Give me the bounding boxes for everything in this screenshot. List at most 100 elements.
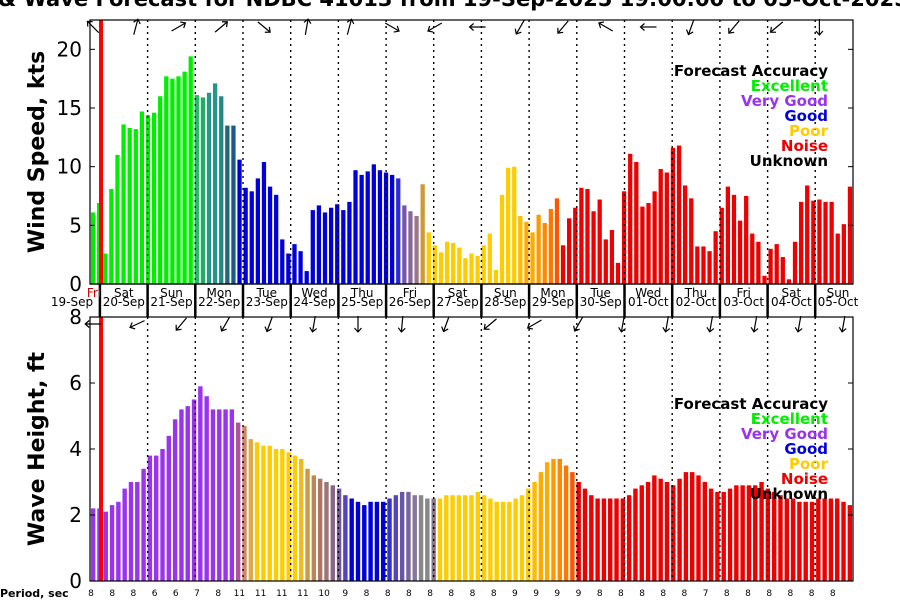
wave-y-axis-label: Wave Height, ft (25, 351, 50, 546)
bar (737, 220, 743, 284)
bar (179, 409, 184, 581)
bar (371, 164, 376, 284)
bar (671, 485, 676, 581)
bar (362, 505, 367, 581)
legend-item: Good (784, 107, 828, 125)
bar (829, 201, 834, 284)
period-value: 11 (234, 589, 245, 599)
day-date: 20-Sep (103, 295, 145, 309)
bar (267, 186, 273, 284)
direction-arrow-icon (257, 21, 271, 33)
direction-arrow-icon (303, 18, 312, 35)
bar (330, 485, 335, 581)
bar (242, 425, 247, 581)
bar (122, 488, 127, 581)
day-name: Sun (160, 286, 183, 300)
bar (402, 205, 407, 284)
bar (797, 501, 802, 581)
day-name: Tue (256, 286, 278, 300)
bar (426, 232, 431, 284)
period-value: 8 (724, 589, 730, 599)
y-tick-label: 5 (69, 213, 82, 237)
bar (811, 200, 816, 284)
bar (133, 129, 138, 284)
direction-arrow-icon (618, 316, 626, 333)
bar (176, 76, 181, 284)
bar (798, 201, 804, 284)
bar (374, 501, 380, 581)
bar (601, 498, 607, 581)
wave-height-bars (90, 386, 853, 581)
bar (792, 241, 798, 284)
direction-arrow-icon (86, 20, 100, 34)
bar (305, 468, 310, 581)
bar (746, 485, 752, 581)
day-name: Thu (350, 286, 374, 300)
bar (273, 449, 279, 581)
bar (475, 491, 481, 581)
bar (591, 211, 596, 284)
bar (347, 201, 352, 284)
bar (248, 439, 253, 581)
bar (640, 206, 645, 284)
bar (254, 442, 260, 581)
bar (191, 399, 197, 581)
direction-arrow-icon (557, 20, 569, 34)
bar (231, 125, 236, 284)
bar (109, 188, 114, 284)
period-value: 7 (194, 589, 200, 599)
bar (567, 218, 572, 284)
bar (185, 406, 190, 581)
bar (563, 465, 569, 581)
direction-arrow-icon (526, 319, 542, 330)
bar (652, 475, 657, 581)
bar (475, 255, 480, 284)
bar (530, 232, 535, 284)
wind-speed-panel: 0 5 10 15 20 Wind Speed, kts Forecast Accura… (25, 18, 854, 296)
period-value: 8 (491, 589, 497, 599)
bar (154, 455, 159, 581)
bar (172, 419, 178, 581)
bar (456, 495, 462, 581)
bar (316, 205, 322, 284)
day-name: Sat (448, 286, 468, 300)
day-date: 05-Oct (818, 295, 859, 309)
y-tick-label: 0 (69, 272, 82, 296)
bar (734, 485, 739, 581)
day-date: 26-Sep (389, 295, 431, 309)
bar (676, 145, 682, 284)
bar (396, 178, 401, 284)
day-date: 29-Sep (532, 295, 574, 309)
bar (304, 271, 309, 284)
bar (451, 242, 456, 284)
bar (595, 498, 600, 581)
bar (418, 495, 424, 581)
bar (255, 178, 260, 284)
bar (121, 124, 126, 285)
bar (822, 498, 827, 581)
wind-y-axis: 0 5 10 15 20 (57, 37, 853, 296)
bar (708, 488, 714, 581)
bar (377, 170, 383, 284)
bar (548, 208, 553, 284)
period-row-label: Period, sec (0, 587, 69, 600)
bar (646, 203, 651, 284)
direction-arrow-icon (639, 23, 657, 31)
bar (835, 233, 840, 284)
bar (809, 501, 815, 581)
bar (536, 214, 541, 284)
bar (298, 251, 303, 284)
bar (286, 452, 291, 581)
period-value: 8 (88, 589, 94, 599)
direction-arrow-icon (483, 318, 497, 330)
bar (267, 445, 272, 581)
bar (683, 185, 688, 284)
bar (579, 187, 584, 284)
legend-item: Very Good (741, 425, 828, 443)
bar (128, 482, 134, 581)
bar (628, 153, 633, 284)
